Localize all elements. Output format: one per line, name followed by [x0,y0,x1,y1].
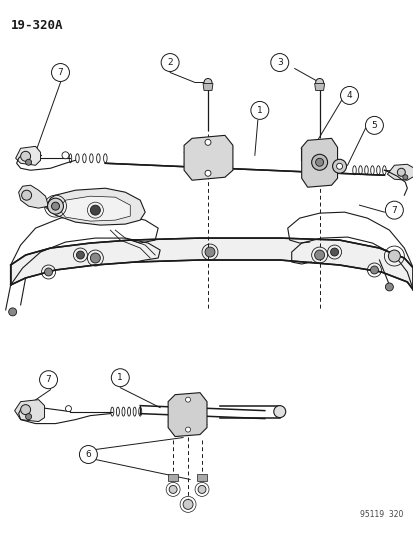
Circle shape [9,308,17,316]
Circle shape [204,78,211,86]
Text: 1: 1 [117,373,123,382]
Circle shape [273,406,285,417]
Text: 4: 4 [346,91,351,100]
Circle shape [250,101,268,119]
Circle shape [76,251,84,259]
Circle shape [385,201,402,219]
Text: 5: 5 [370,121,376,130]
Text: 1: 1 [256,106,262,115]
Circle shape [26,414,31,419]
Polygon shape [19,185,48,208]
Circle shape [385,283,392,291]
Circle shape [365,116,382,134]
Circle shape [90,253,100,263]
Circle shape [402,175,407,180]
Text: 3: 3 [276,58,282,67]
Text: 19-320A: 19-320A [11,19,63,31]
Circle shape [26,159,31,165]
Circle shape [21,151,31,161]
Circle shape [185,427,190,432]
Circle shape [65,406,71,411]
Polygon shape [16,147,40,165]
Polygon shape [197,474,206,481]
Circle shape [204,139,211,146]
Circle shape [47,198,63,214]
Polygon shape [45,188,145,225]
Circle shape [111,369,129,386]
Circle shape [161,53,179,71]
Circle shape [79,446,97,464]
Polygon shape [314,84,324,91]
Circle shape [185,397,190,402]
Circle shape [204,170,211,176]
Polygon shape [184,135,233,180]
Circle shape [330,248,338,256]
Circle shape [51,202,59,210]
Circle shape [332,159,346,173]
Text: 6: 6 [85,450,91,459]
Circle shape [21,190,31,200]
Circle shape [90,205,100,215]
Text: 95119  320: 95119 320 [359,510,402,519]
Circle shape [396,168,404,176]
Circle shape [370,266,377,274]
Polygon shape [14,400,45,422]
Circle shape [270,53,288,71]
Text: 7: 7 [391,206,396,215]
Circle shape [314,250,324,260]
Polygon shape [202,84,212,91]
Circle shape [51,63,69,82]
Circle shape [62,152,69,159]
Circle shape [387,250,399,262]
Circle shape [40,371,57,389]
Polygon shape [168,393,206,437]
Polygon shape [387,164,413,180]
Circle shape [45,268,52,276]
Circle shape [315,78,323,86]
Text: 7: 7 [57,68,63,77]
Polygon shape [11,238,412,290]
Circle shape [197,486,206,494]
Circle shape [204,247,214,257]
Circle shape [340,86,358,104]
Circle shape [311,154,327,170]
Polygon shape [168,474,178,481]
Polygon shape [301,139,337,187]
Circle shape [336,163,342,169]
Circle shape [21,405,31,415]
Text: 7: 7 [45,375,51,384]
Polygon shape [58,196,130,221]
Circle shape [169,486,177,494]
Circle shape [183,499,192,510]
Text: 2: 2 [167,58,173,67]
Circle shape [315,158,323,166]
